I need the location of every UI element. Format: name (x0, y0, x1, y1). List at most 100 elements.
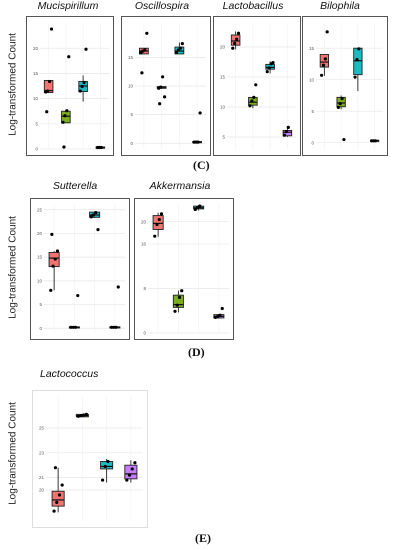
y-tick-label: 15 (220, 75, 226, 80)
data-point (340, 97, 344, 101)
box-body (319, 54, 330, 68)
data-point (355, 57, 359, 62)
data-point (323, 57, 327, 61)
data-point (94, 210, 98, 215)
data-point (69, 325, 73, 329)
data-point (195, 206, 200, 210)
data-point (196, 140, 200, 144)
data-point (157, 217, 161, 222)
data-point (60, 483, 64, 487)
data-point (180, 289, 184, 293)
data-point (89, 215, 93, 219)
y-tick-label: 20 (33, 46, 39, 51)
plot-svg: 20 21 23 25 (39, 397, 143, 521)
y-tick-label: 8 (143, 286, 146, 291)
data-point (125, 478, 129, 482)
data-point (175, 303, 179, 307)
y-tick-label: 5 (35, 121, 38, 126)
data-point (198, 204, 202, 208)
data-point (336, 105, 340, 110)
chart-panel-oscillospira: Oscillospira 0 5 10 15 (113, 0, 211, 170)
data-point (153, 234, 157, 238)
chart-panel-lactobacillus: Lactobacillus 5 10 15 20 (205, 0, 301, 170)
data-point (100, 478, 105, 482)
data-point (80, 84, 84, 89)
y-tick-label: 10 (220, 105, 226, 110)
data-point (133, 461, 137, 465)
data-point (106, 459, 110, 464)
data-point (233, 41, 237, 45)
panel-label-d: (D) (188, 345, 205, 359)
data-point (99, 145, 103, 150)
data-point (67, 55, 71, 59)
chart-panel-mucispirillum: Mucispirillum 0 5 10 15 20 (22, 0, 114, 170)
data-point (267, 66, 271, 70)
plot-svg: 0 5 10 15 20 25 (37, 205, 125, 333)
y-tick-label: 0 (143, 331, 146, 336)
data-point (130, 467, 134, 471)
data-point (84, 47, 88, 51)
plot-svg: 0 5 10 15 (309, 23, 383, 149)
y-tick-label: 25 (39, 426, 45, 431)
chart-title: Lactobacillus (222, 0, 284, 12)
chart-title: Akkermansia (149, 180, 211, 192)
box-body (172, 294, 184, 308)
plot-area: 0 5 10 15 (121, 16, 211, 156)
data-point (65, 109, 69, 113)
data-point (159, 212, 164, 216)
data-point (319, 73, 324, 77)
y-tick-label: 20 (39, 488, 45, 493)
data-point (342, 137, 346, 142)
y-axis-label: Log-transformed Count (7, 33, 19, 136)
box-body (100, 461, 114, 470)
data-point (49, 27, 54, 31)
data-point (91, 213, 96, 217)
data-point (143, 48, 147, 52)
plot-area: 0 5 10 15 (302, 16, 388, 156)
chart-panel-bilophila: Bilophila 0 5 10 15 (294, 0, 388, 170)
data-point (231, 46, 235, 50)
data-point (112, 325, 116, 329)
y-tick-label: 5 (130, 112, 133, 117)
y-tick-label: 20 (141, 219, 147, 224)
data-point (193, 207, 197, 212)
data-point (353, 75, 357, 79)
plot-area: 0 5 10 15 20 (26, 16, 114, 156)
y-tick-label: 0 (130, 141, 133, 146)
data-point (161, 75, 165, 79)
box-body (51, 490, 65, 507)
data-point (45, 110, 49, 114)
data-point (254, 83, 258, 87)
data-point (321, 63, 326, 67)
box-body (353, 47, 363, 76)
data-point (61, 120, 65, 124)
data-point (286, 125, 290, 129)
data-point (55, 500, 59, 504)
data-point (234, 37, 239, 41)
plot-area: 20 21 23 25 (32, 390, 148, 528)
data-point (271, 61, 275, 65)
y-tick-label: 15 (33, 71, 39, 76)
data-point (325, 30, 329, 34)
panel-label-c: (C) (193, 158, 210, 172)
y-axis-label: Log-transformed Count (7, 216, 19, 319)
y-tick-label: 5 (39, 302, 42, 307)
box-body (152, 215, 164, 230)
y-tick-label: 0 (39, 326, 42, 331)
data-point (57, 493, 62, 497)
data-point (116, 285, 120, 289)
data-point (76, 414, 80, 418)
y-tick-label: 5 (222, 135, 225, 140)
data-point (198, 111, 202, 115)
panel-label-e: (E) (195, 531, 211, 545)
data-point (220, 306, 224, 311)
data-point (71, 325, 75, 329)
chart-title: Bilophila (320, 0, 360, 12)
data-point (145, 31, 149, 35)
data-point (53, 466, 58, 470)
data-point (357, 47, 361, 51)
data-point (50, 232, 54, 236)
data-point (174, 50, 179, 54)
y-tick-label: 10 (309, 77, 315, 82)
data-point (114, 325, 118, 329)
